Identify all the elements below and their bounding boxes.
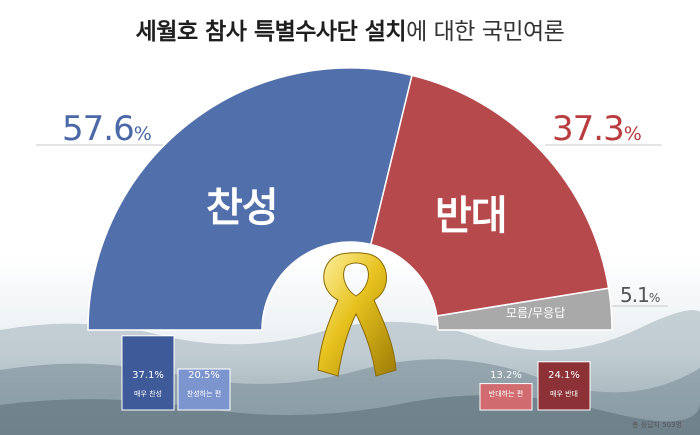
agree-segment-label: 찬성 [206,185,279,231]
bar-category-label-somewhat-disagree: 반대하는 편 [488,390,524,398]
chart-title: 세월호 참사 특별수사단 설치에 대한 국민여론 [0,12,700,46]
unknown-percent-value: 5.1 [620,283,650,307]
disagree-percent-label: 37.3% [552,112,642,151]
bar-value-label-very-disagree: 24.1% [548,370,580,381]
bar-value-label-somewhat-agree: 20.5% [188,370,220,381]
bar-category-label-very-disagree: 매우 반대 [550,390,578,398]
unknown-percent-suffix: % [648,291,661,305]
bar-somewhat-disagree [479,383,533,411]
agree-percent-suffix: % [133,123,152,145]
bar-very-agree [121,335,175,411]
respondent-note: 총 응답자 503명 [631,421,682,429]
bar-category-label-somewhat-agree: 찬성하는 편 [186,390,222,398]
slice-agree [87,67,413,331]
bar-category-label-very-agree: 매우 찬성 [134,390,162,398]
title-light: 에 대한 국민여론 [406,19,565,45]
agree-percent-value: 57.6 [62,109,135,149]
slice-unknown [436,287,613,331]
disagree-percent-suffix: % [623,123,642,145]
unknown-segment-label: 모름/무응답 [506,306,566,320]
yellow-ribbon-icon [317,252,397,377]
bar-value-label-somewhat-disagree: 13.2% [490,370,522,381]
disagree-percent-value: 37.3 [552,109,625,149]
disagree-segment-label: 반대 [435,193,508,239]
slice-disagree [369,74,610,317]
unknown-percent-label: 5.1% [620,285,660,308]
bar-very-disagree [537,361,591,411]
agree-percent-label: 57.6% [62,112,152,151]
bar-value-label-very-agree: 37.1% [132,370,164,381]
bar-somewhat-agree [177,368,231,411]
title-bold: 세월호 참사 특별수사단 설치 [135,19,407,45]
